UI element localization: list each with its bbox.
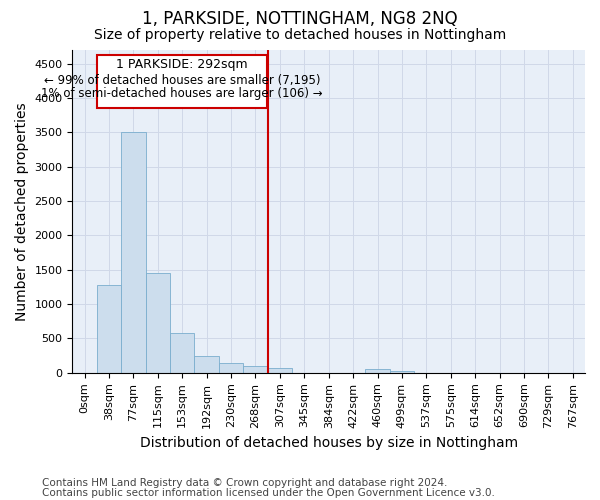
X-axis label: Distribution of detached houses by size in Nottingham: Distribution of detached houses by size … (140, 436, 518, 450)
Bar (146, 272, 170, 373)
Bar (194, 356, 219, 373)
Bar (97, 285, 121, 373)
Text: 1, PARKSIDE, NOTTINGHAM, NG8 2NQ: 1, PARKSIDE, NOTTINGHAM, NG8 2NQ (142, 10, 458, 28)
Y-axis label: Number of detached properties: Number of detached properties (15, 102, 29, 320)
Text: ← 99% of detached houses are smaller (7,195): ← 99% of detached houses are smaller (7,… (44, 74, 320, 87)
Text: Size of property relative to detached houses in Nottingham: Size of property relative to detached ho… (94, 28, 506, 42)
Bar (219, 363, 243, 373)
Bar (170, 333, 194, 373)
Bar (268, 368, 292, 373)
Text: Contains public sector information licensed under the Open Government Licence v3: Contains public sector information licen… (42, 488, 495, 498)
Text: 1% of semi-detached houses are larger (106) →: 1% of semi-detached houses are larger (1… (41, 88, 323, 101)
Bar (121, 132, 146, 373)
Text: Contains HM Land Registry data © Crown copyright and database right 2024.: Contains HM Land Registry data © Crown c… (42, 478, 448, 488)
Bar (243, 366, 268, 373)
FancyBboxPatch shape (97, 56, 267, 108)
Bar (365, 369, 390, 373)
Text: 1 PARKSIDE: 292sqm: 1 PARKSIDE: 292sqm (116, 58, 248, 71)
Bar (390, 371, 414, 373)
